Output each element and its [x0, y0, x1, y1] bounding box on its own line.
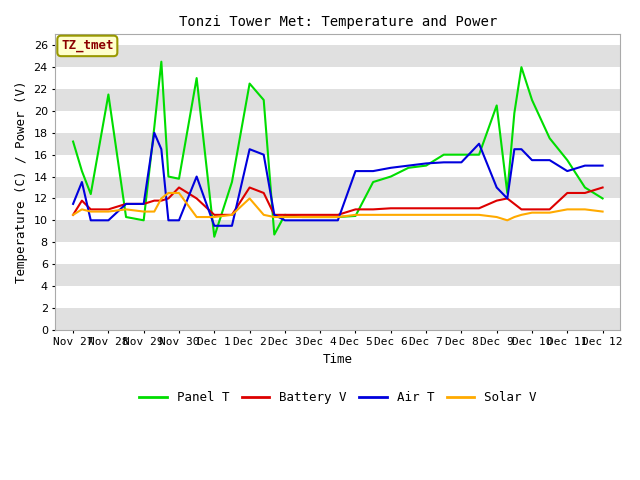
Bar	[56, 177, 620, 198]
Bar	[56, 45, 620, 67]
Text: TZ_tmet: TZ_tmet	[61, 39, 113, 52]
Bar	[56, 133, 620, 155]
Y-axis label: Temperature (C) / Power (V): Temperature (C) / Power (V)	[15, 81, 28, 283]
Legend: Panel T, Battery V, Air T, Solar V: Panel T, Battery V, Air T, Solar V	[134, 386, 541, 409]
Bar	[56, 308, 620, 330]
Bar	[56, 89, 620, 111]
Title: Tonzi Tower Met: Temperature and Power: Tonzi Tower Met: Temperature and Power	[179, 15, 497, 29]
X-axis label: Time: Time	[323, 353, 353, 366]
Bar	[56, 220, 620, 242]
Bar	[56, 264, 620, 286]
